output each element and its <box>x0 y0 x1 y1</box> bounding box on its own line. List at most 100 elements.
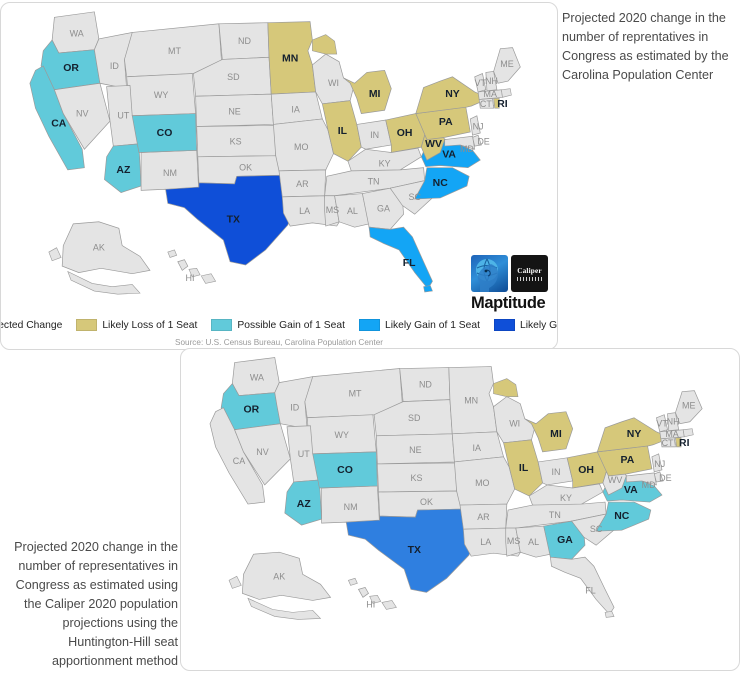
caliper-rule-icon <box>517 276 542 281</box>
state-label-ms: MS <box>507 536 520 546</box>
state-fl-island[interactable] <box>604 611 615 618</box>
state-ak-island[interactable] <box>247 597 322 620</box>
legend-item[interactable]: Possible Gain of 1 Seat <box>211 319 345 331</box>
state-il[interactable] <box>503 439 543 497</box>
state-label-ga: GA <box>377 204 390 214</box>
state-nh[interactable] <box>485 71 498 92</box>
state-nj[interactable] <box>651 453 663 473</box>
state-labels-group: WA OR CA NV ID MT WY UT AZ NM CO ND SD NE KS OK TX MN IA MO… <box>233 373 696 610</box>
map-caliper[interactable]: WA OR CA NV ID MT WY UT AZ NM CO ND SD NE KS OK TX MN IA MO… <box>181 349 739 638</box>
state-label-mi: MI <box>550 429 562 440</box>
state-label-il: IL <box>519 463 529 474</box>
state-mi-island[interactable] <box>493 378 519 397</box>
state-label-pa: PA <box>621 455 635 466</box>
state-nv[interactable] <box>53 82 111 150</box>
state-labels-group: WA OR CA NV ID MT WY UT AZ NM CO ND SD NE KS OK TX MN IA MO… <box>51 29 513 283</box>
state-label-nj: NJ <box>654 459 665 469</box>
state-ny[interactable] <box>596 417 672 453</box>
state-hi-island[interactable] <box>167 249 178 258</box>
state-nv[interactable] <box>234 423 291 486</box>
state-label-ks: KS <box>230 137 242 147</box>
state-me[interactable] <box>675 390 703 425</box>
state-nj[interactable] <box>469 115 481 136</box>
state-label-oh: OH <box>397 128 413 139</box>
state-ct[interactable] <box>660 437 676 448</box>
state-ak-island[interactable] <box>228 575 242 589</box>
state-ak-island[interactable] <box>67 270 141 295</box>
state-ma-island[interactable] <box>501 88 512 98</box>
state-label-az: AZ <box>297 499 312 510</box>
state-md[interactable] <box>444 135 476 150</box>
state-nc[interactable] <box>414 167 470 200</box>
state-label-ms: MS <box>326 205 339 215</box>
state-label-ut: UT <box>298 449 310 459</box>
state-ak[interactable] <box>242 551 332 601</box>
legend-swatch-likely-gain-2 <box>493 319 515 331</box>
state-hi[interactable] <box>177 259 189 271</box>
state-in[interactable] <box>537 457 574 486</box>
legend-item[interactable]: Likely Gain of 2 Seats <box>493 319 558 331</box>
state-hi-island[interactable] <box>381 600 397 610</box>
state-ma-island[interactable] <box>682 428 694 438</box>
legend-swatch-possible-gain-1 <box>211 319 233 331</box>
state-co[interactable] <box>131 113 198 153</box>
state-label-ia: IA <box>473 443 481 453</box>
legend-carolina: No Projected Change Likely Loss of 1 Sea… <box>1 319 557 331</box>
map-carolina[interactable]: WA OR CA NV ID MT WY UT AZ NM CO ND SD NE KS OK TX MN IA MO… <box>1 3 557 315</box>
state-ri[interactable] <box>675 437 682 448</box>
state-ms[interactable] <box>324 195 340 227</box>
state-tn[interactable] <box>324 167 426 197</box>
us-map-svg-bottom[interactable]: WA OR CA NV ID MT WY UT AZ NM CO ND SD NE KS OK TX MN IA MO… <box>181 349 739 638</box>
state-tx[interactable] <box>345 508 477 593</box>
state-label-mn: MN <box>282 53 298 64</box>
state-label-in: IN <box>551 467 560 477</box>
state-in[interactable] <box>356 119 392 150</box>
state-ri[interactable] <box>493 98 500 109</box>
state-ny[interactable] <box>415 76 491 114</box>
state-md[interactable] <box>625 472 657 486</box>
state-mo[interactable] <box>454 456 516 506</box>
state-fl[interactable] <box>549 556 615 616</box>
state-mi-island[interactable] <box>312 34 338 55</box>
state-label-in: IN <box>370 130 379 140</box>
state-me[interactable] <box>493 47 521 84</box>
state-nh[interactable] <box>667 412 680 432</box>
state-ak-island[interactable] <box>48 247 62 262</box>
state-label-va: VA <box>624 485 638 496</box>
state-mi[interactable] <box>524 411 574 453</box>
state-label-ky: KY <box>560 493 572 503</box>
state-hi-island[interactable] <box>188 267 201 278</box>
state-label-mo: MO <box>475 478 489 488</box>
state-hi[interactable] <box>357 586 369 598</box>
state-il[interactable] <box>321 100 362 162</box>
state-mi[interactable] <box>343 69 392 114</box>
state-label-tx: TX <box>408 545 421 556</box>
state-hi-island[interactable] <box>200 273 217 284</box>
legend-item[interactable]: Likely Loss of 1 Seat <box>76 319 197 331</box>
state-fl-island[interactable] <box>423 285 433 293</box>
state-vt[interactable] <box>655 414 668 433</box>
legend-label: Likely Gain of 2 Seats <box>519 319 558 331</box>
state-label-de: DE <box>659 473 671 483</box>
states-group <box>209 357 703 620</box>
legend-item[interactable]: Likely Gain of 1 Seat <box>358 319 480 331</box>
legend-label: Likely Loss of 1 Seat <box>102 319 198 331</box>
state-co[interactable] <box>312 451 378 489</box>
state-vt[interactable] <box>474 73 487 93</box>
state-ct[interactable] <box>478 98 495 109</box>
state-hi-island[interactable] <box>347 577 358 586</box>
state-tn[interactable] <box>505 501 607 529</box>
state-hi-island[interactable] <box>369 595 382 604</box>
state-nc[interactable] <box>595 501 652 532</box>
legend-swatch-likely-loss-1 <box>76 319 98 331</box>
state-label-wi: WI <box>328 78 339 88</box>
state-label-nd: ND <box>238 36 251 46</box>
state-ak[interactable] <box>61 221 151 275</box>
legend-item[interactable]: No Projected Change <box>1 319 62 331</box>
state-ms[interactable] <box>505 527 521 557</box>
state-tx[interactable] <box>165 174 295 266</box>
state-fl[interactable] <box>368 226 433 290</box>
us-map-svg-top[interactable]: WA OR CA NV ID MT WY UT AZ NM CO ND SD NE KS OK TX MN IA MO… <box>1 3 557 315</box>
state-mo[interactable] <box>273 118 334 172</box>
state-label-ar: AR <box>296 179 309 189</box>
